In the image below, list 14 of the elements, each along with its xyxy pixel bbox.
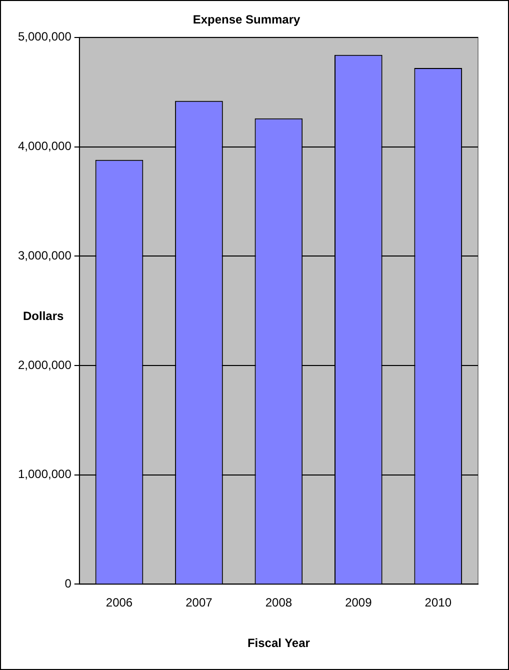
x-tick-label: 2010 [424,596,452,610]
x-tick-label: 2008 [265,596,292,610]
y-tick-label: 3,000,000 [18,248,72,262]
x-axis-title: Fiscal Year [247,636,310,650]
y-tick-label: 2,000,000 [18,358,72,372]
chart-title: Expense Summary [192,12,301,27]
y-tick-label: 4,000,000 [18,139,72,154]
x-tick-label: 2009 [345,596,372,610]
x-tick-label: 2006 [106,596,133,610]
y-tick-label: 1,000,000 [18,467,72,482]
y-axis-title: Dollars [23,309,64,323]
y-tick-label: 0 [64,576,72,591]
x-tick-label: 2007 [186,596,213,610]
y-tick-label: 5,000,000 [18,30,72,44]
